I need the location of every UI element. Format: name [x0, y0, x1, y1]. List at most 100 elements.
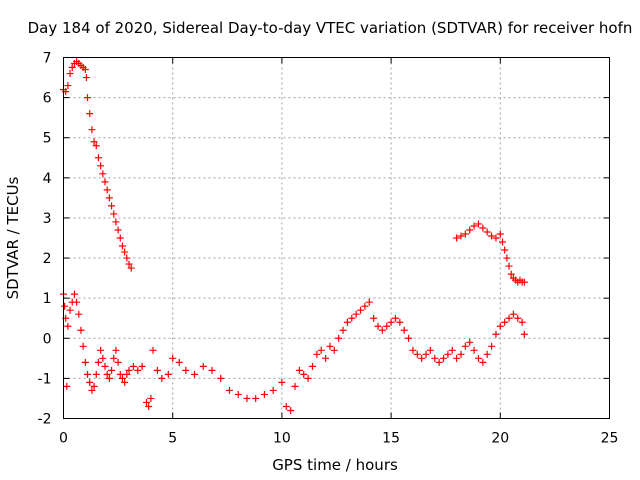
data-point [134, 366, 142, 374]
x-tick-label: 0 [59, 431, 68, 447]
data-point [514, 314, 522, 322]
data-point [125, 260, 133, 268]
data-point [145, 402, 153, 410]
data-point [169, 354, 177, 362]
data-point [63, 382, 71, 390]
data-point [479, 358, 487, 366]
data-point [435, 358, 443, 366]
data-point [127, 264, 135, 272]
data-point [426, 346, 434, 354]
data-point [105, 374, 113, 382]
data-point [260, 390, 268, 398]
x-tick-label: 10 [273, 431, 291, 447]
data-point [474, 354, 482, 362]
series-high-branch-late [453, 220, 528, 286]
data-point [483, 228, 491, 236]
data-point [466, 338, 474, 346]
data-point [361, 302, 369, 310]
data-point [492, 234, 500, 242]
data-point [335, 334, 343, 342]
axis-ticks: 0 5 10 15 20 25 -2 -1 0 1 2 3 4 5 6 7 [38, 51, 619, 447]
data-point [357, 306, 365, 314]
data-point [112, 218, 120, 226]
chart-title: Day 184 of 2020, Sidereal Day-to-day VTE… [28, 19, 633, 37]
data-point [520, 330, 528, 338]
data-point [94, 358, 102, 366]
data-point [405, 334, 413, 342]
data-point [492, 330, 500, 338]
data-point [123, 370, 131, 378]
x-axis-title: GPS time / hours [272, 456, 398, 474]
data-point [509, 310, 517, 318]
data-point [99, 354, 107, 362]
data-point [94, 154, 102, 162]
data-point [383, 322, 391, 330]
data-point [520, 278, 528, 286]
data-point [326, 342, 334, 350]
data-points [60, 58, 528, 414]
data-point [330, 346, 338, 354]
data-point [103, 370, 111, 378]
data-point [158, 374, 166, 382]
data-point [121, 248, 129, 256]
data-point [108, 202, 116, 210]
data-point [90, 138, 98, 146]
data-point [79, 342, 87, 350]
data-point [208, 366, 216, 374]
data-point [474, 220, 482, 228]
data-point [518, 318, 526, 326]
data-point [352, 310, 360, 318]
data-point [77, 326, 85, 334]
data-point [64, 322, 72, 330]
data-point [129, 362, 137, 370]
data-point [282, 402, 290, 410]
data-point [217, 374, 225, 382]
data-point [422, 350, 430, 358]
data-point [483, 350, 491, 358]
data-point [496, 230, 504, 238]
data-point [92, 370, 100, 378]
data-point [400, 326, 408, 334]
data-point [118, 374, 126, 382]
data-point [149, 346, 157, 354]
data-point [308, 362, 316, 370]
data-point [461, 342, 469, 350]
data-point [501, 318, 509, 326]
data-point [75, 310, 83, 318]
x-tick-label: 15 [382, 431, 400, 447]
data-point [88, 126, 96, 134]
data-point [505, 314, 513, 322]
data-point [374, 322, 382, 330]
data-point [118, 242, 126, 250]
data-point [81, 66, 89, 74]
data-point [103, 186, 111, 194]
data-point [86, 378, 94, 386]
data-point [470, 222, 478, 230]
y-tick-label: 4 [43, 171, 52, 187]
data-point [84, 94, 92, 102]
data-point [496, 322, 504, 330]
y-tick-label: 6 [43, 91, 52, 107]
data-point [300, 370, 308, 378]
data-point [343, 318, 351, 326]
x-tick-label: 5 [168, 431, 177, 447]
data-point [461, 230, 469, 238]
data-point [73, 298, 81, 306]
data-point [322, 354, 330, 362]
data-point [453, 234, 461, 242]
data-point [269, 386, 277, 394]
data-point [234, 390, 242, 398]
data-point [116, 234, 124, 242]
data-point [82, 74, 90, 82]
data-point [470, 346, 478, 354]
data-point [64, 82, 72, 90]
y-tick-label: 2 [43, 251, 52, 267]
series-high-branch-early [60, 58, 135, 272]
data-point [418, 354, 426, 362]
data-point [391, 314, 399, 322]
y-tick-label: 5 [43, 131, 52, 147]
data-point [114, 358, 122, 366]
data-point [501, 246, 509, 254]
x-tick-label: 20 [491, 431, 509, 447]
data-point [295, 366, 303, 374]
